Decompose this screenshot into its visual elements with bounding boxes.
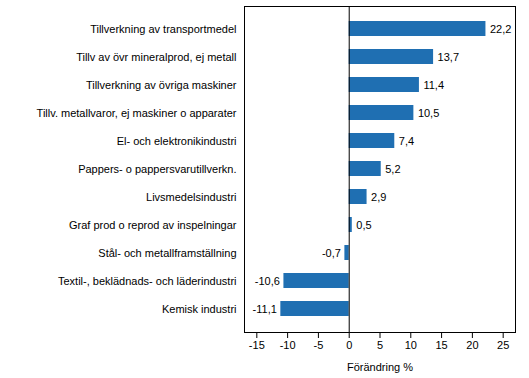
svg-text:2,9: 2,9: [371, 191, 386, 203]
svg-text:10,5: 10,5: [418, 107, 439, 119]
svg-text:13,7: 13,7: [438, 51, 459, 63]
svg-text:0: 0: [346, 339, 352, 351]
svg-text:7,4: 7,4: [399, 135, 414, 147]
svg-text:Tillverkning av övriga maskine: Tillverkning av övriga maskiner: [86, 79, 237, 91]
svg-text:5: 5: [377, 339, 383, 351]
svg-text:Stål- och metallframställning: Stål- och metallframställning: [98, 247, 236, 259]
svg-text:0,5: 0,5: [356, 219, 371, 231]
svg-text:15: 15: [435, 339, 447, 351]
svg-text:Tillv av övr mineralprod, ej m: Tillv av övr mineralprod, ej metall: [76, 51, 236, 63]
svg-text:-0,7: -0,7: [322, 247, 341, 259]
svg-text:Livsmedelsindustri: Livsmedelsindustri: [146, 191, 236, 203]
svg-text:-5: -5: [314, 339, 324, 351]
svg-text:22,2: 22,2: [490, 23, 511, 35]
svg-text:-10,6: -10,6: [255, 275, 280, 287]
svg-text:5,2: 5,2: [385, 163, 400, 175]
svg-text:Tillv. metallvaror, ej maskine: Tillv. metallvaror, ej maskiner o appara…: [37, 107, 237, 119]
svg-text:10: 10: [405, 339, 417, 351]
svg-text:20: 20: [466, 339, 478, 351]
svg-text:Pappers- o pappersvarutillverk: Pappers- o pappersvarutillverkn.: [78, 163, 236, 175]
svg-text:Tillverkning av transportmedel: Tillverkning av transportmedel: [90, 23, 236, 35]
svg-text:11,4: 11,4: [423, 79, 444, 91]
svg-text:Förändring %: Förändring %: [347, 361, 413, 373]
svg-text:-10: -10: [280, 339, 296, 351]
svg-text:Textil-, beklädnads- och läder: Textil-, beklädnads- och läderindustri: [58, 275, 237, 287]
svg-text:Kemisk industri: Kemisk industri: [162, 303, 237, 315]
svg-text:-15: -15: [249, 339, 265, 351]
svg-text:-11,1: -11,1: [253, 303, 277, 315]
svg-text:El- och elektronikindustri: El- och elektronikindustri: [117, 135, 237, 147]
svg-text:Graf prod o reprod av inspelni: Graf prod o reprod av inspelningar: [69, 219, 237, 231]
svg-text:25: 25: [497, 339, 509, 351]
